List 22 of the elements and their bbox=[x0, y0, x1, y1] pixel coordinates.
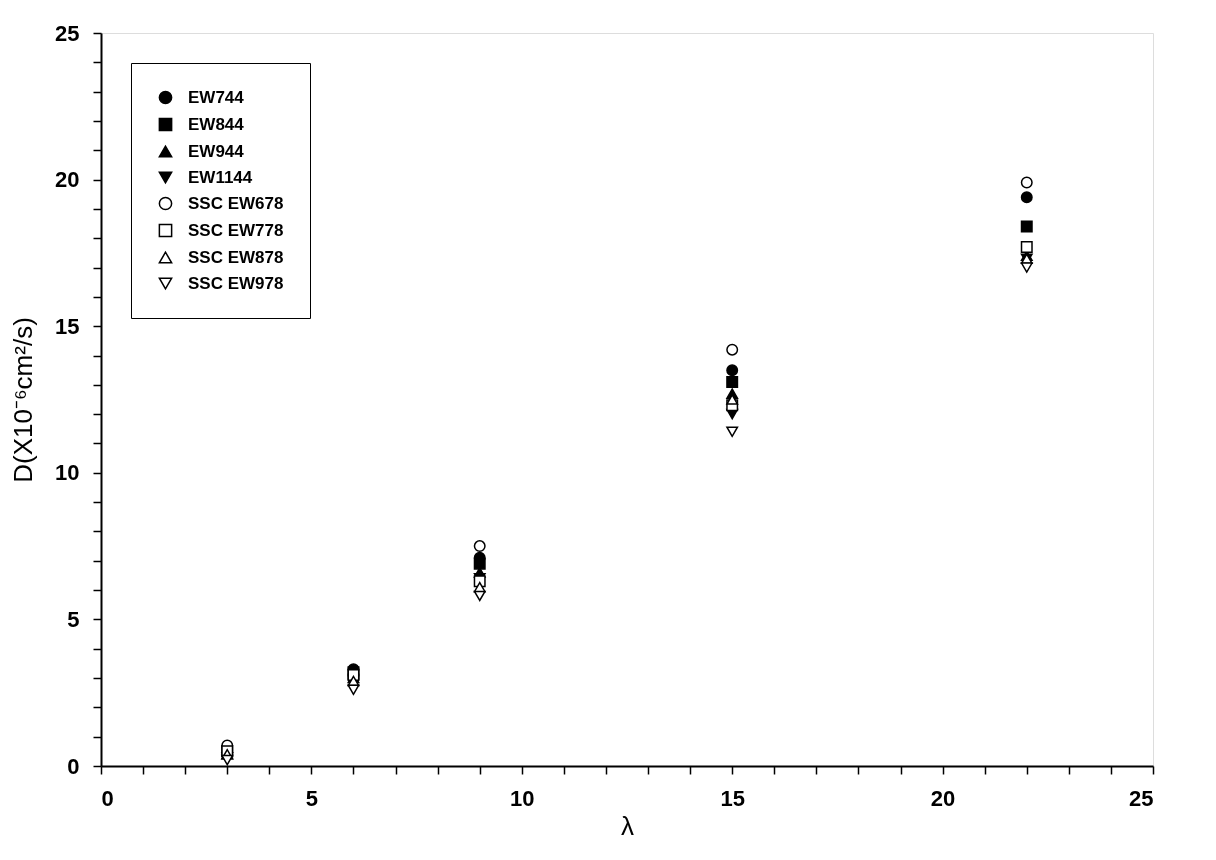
legend-label: EW844 bbox=[188, 114, 245, 134]
legend-label: EW944 bbox=[188, 141, 245, 161]
x-tick-label: 25 bbox=[1129, 785, 1154, 811]
x-tick-label: 0 bbox=[101, 785, 114, 811]
legend-label: SSC EW878 bbox=[188, 247, 284, 267]
y-tick-label: 20 bbox=[55, 167, 80, 193]
y-tick-label: 5 bbox=[67, 606, 80, 632]
y-tick-label: 0 bbox=[67, 753, 80, 779]
y-tick-label: 15 bbox=[55, 313, 80, 339]
legend-label: EW1144 bbox=[188, 167, 253, 187]
x-axis-title: λ bbox=[621, 810, 634, 841]
y-tick-label: 25 bbox=[55, 20, 80, 46]
x-tick-label: 10 bbox=[510, 785, 535, 811]
legend-label: SSC EW778 bbox=[188, 220, 284, 240]
legend-label: SSC EW678 bbox=[188, 193, 284, 213]
legend-label: EW744 bbox=[188, 87, 245, 107]
x-tick-label: 15 bbox=[720, 785, 745, 811]
y-axis-title: D(X10⁻⁶cm²/s) bbox=[8, 317, 39, 483]
legend-label: SSC EW978 bbox=[188, 273, 284, 293]
x-tick-label: 20 bbox=[930, 785, 956, 811]
y-tick-label: 10 bbox=[55, 460, 80, 486]
x-tick-label: 5 bbox=[305, 785, 319, 811]
